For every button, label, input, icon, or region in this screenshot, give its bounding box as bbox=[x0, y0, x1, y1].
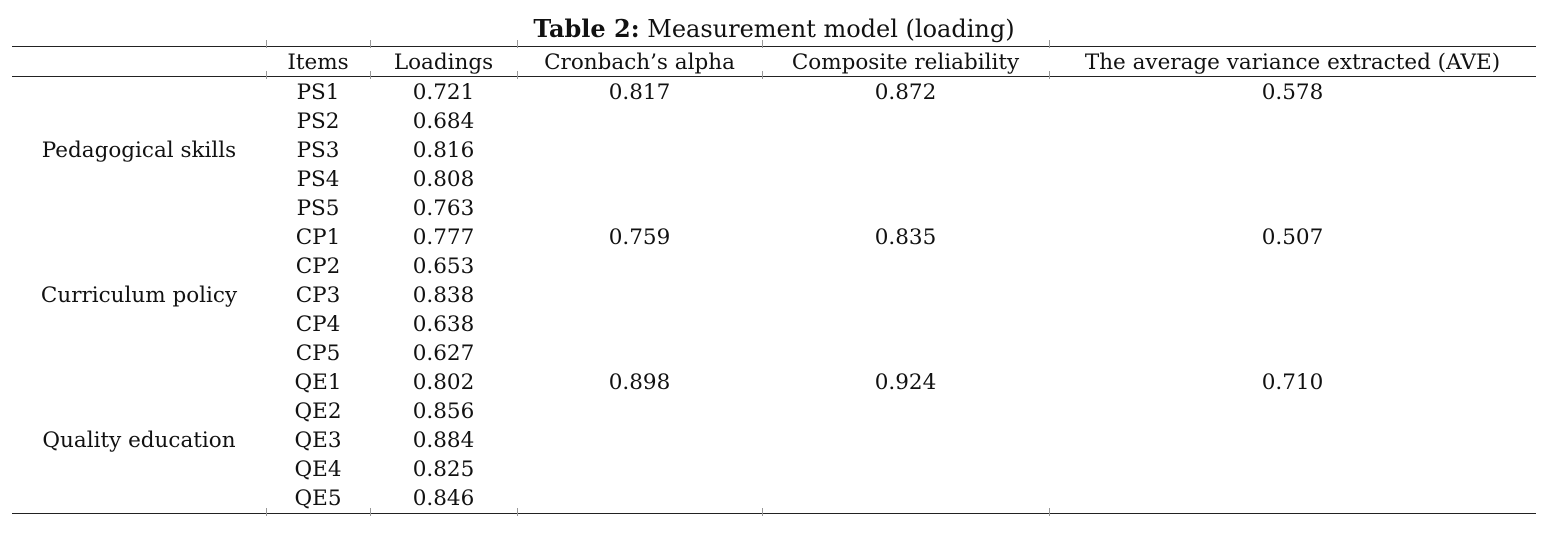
item-code: QE2 bbox=[294, 399, 342, 424]
column-divider bbox=[762, 508, 763, 516]
caption-label: Table 2: bbox=[533, 14, 640, 43]
composite-reliability-value: 0.924 bbox=[874, 370, 937, 395]
ave-value: 0.710 bbox=[1261, 370, 1324, 395]
header-alpha: Cronbach’s alpha bbox=[544, 50, 735, 75]
header-ave: The average variance extracted (AVE) bbox=[1084, 50, 1501, 75]
item-code: CP4 bbox=[295, 312, 341, 337]
loading-value: 0.627 bbox=[412, 341, 475, 366]
cronbach-alpha-value: 0.759 bbox=[608, 225, 671, 250]
header-loadings: Loadings bbox=[393, 50, 494, 75]
header-cr: Composite reliability bbox=[791, 50, 1020, 75]
loading-value: 0.721 bbox=[412, 80, 475, 105]
loading-value: 0.825 bbox=[412, 457, 475, 482]
cronbach-alpha-value: 0.898 bbox=[608, 370, 671, 395]
table-top-rule bbox=[12, 46, 1536, 47]
column-divider bbox=[762, 71, 763, 79]
item-code: QE3 bbox=[294, 428, 342, 453]
item-code: PS1 bbox=[296, 80, 340, 105]
column-divider bbox=[1049, 71, 1050, 79]
item-code: PS3 bbox=[296, 138, 340, 163]
composite-reliability-value: 0.872 bbox=[874, 80, 937, 105]
ave-value: 0.507 bbox=[1261, 225, 1324, 250]
loading-value: 0.763 bbox=[412, 196, 475, 221]
item-code: CP3 bbox=[295, 283, 341, 308]
column-divider bbox=[266, 508, 267, 516]
item-code: CP2 bbox=[295, 254, 341, 279]
construct-label: Curriculum policy bbox=[40, 283, 238, 308]
item-code: QE5 bbox=[294, 486, 342, 511]
ave-value: 0.578 bbox=[1261, 80, 1324, 105]
composite-reliability-value: 0.835 bbox=[874, 225, 937, 250]
column-divider bbox=[266, 40, 267, 48]
table-header-rule bbox=[12, 76, 1536, 77]
column-divider bbox=[370, 40, 371, 48]
column-divider bbox=[517, 71, 518, 79]
loading-value: 0.684 bbox=[412, 109, 475, 134]
loading-value: 0.653 bbox=[412, 254, 475, 279]
loading-value: 0.808 bbox=[412, 167, 475, 192]
column-divider bbox=[266, 71, 267, 79]
column-divider bbox=[370, 71, 371, 79]
loading-value: 0.777 bbox=[412, 225, 475, 250]
item-code: CP5 bbox=[295, 341, 341, 366]
column-divider bbox=[1049, 508, 1050, 516]
item-code: PS5 bbox=[296, 196, 340, 221]
item-code: CP1 bbox=[295, 225, 341, 250]
column-divider bbox=[1049, 40, 1050, 48]
construct-label: Quality education bbox=[42, 428, 236, 453]
header-items: Items bbox=[287, 50, 349, 75]
header-construct bbox=[12, 48, 266, 77]
loading-value: 0.838 bbox=[412, 283, 475, 308]
column-divider bbox=[762, 40, 763, 48]
table-caption: Table 2: Measurement model (loading) bbox=[0, 12, 1548, 46]
loading-value: 0.884 bbox=[412, 428, 475, 453]
loading-value: 0.846 bbox=[412, 486, 475, 511]
construct-label: Pedagogical skills bbox=[41, 138, 237, 163]
loading-value: 0.802 bbox=[412, 370, 475, 395]
item-code: PS4 bbox=[296, 167, 340, 192]
item-code: QE1 bbox=[294, 370, 342, 395]
table-bottom-rule bbox=[12, 513, 1536, 514]
column-divider bbox=[517, 40, 518, 48]
loading-value: 0.856 bbox=[412, 399, 475, 424]
caption-text: Measurement model (loading) bbox=[647, 15, 1015, 43]
item-code: PS2 bbox=[296, 109, 340, 134]
cronbach-alpha-value: 0.817 bbox=[608, 80, 671, 105]
column-divider bbox=[370, 508, 371, 516]
loading-value: 0.816 bbox=[412, 138, 475, 163]
item-code: QE4 bbox=[294, 457, 342, 482]
column-divider bbox=[517, 508, 518, 516]
loading-value: 0.638 bbox=[412, 312, 475, 337]
